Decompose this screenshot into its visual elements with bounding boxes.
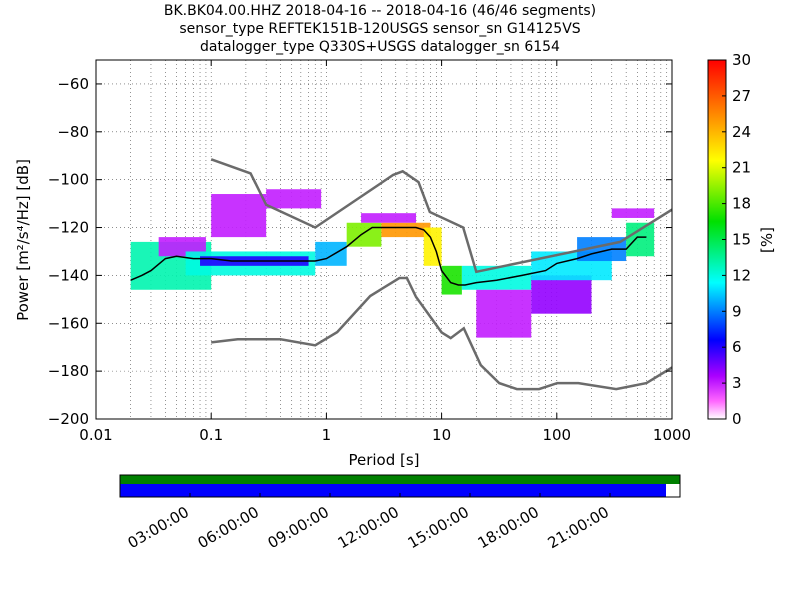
histogram-cell [611, 208, 655, 218]
y-tick-label: −100 [48, 171, 89, 189]
timeline-tick-label: 06:00:00 [195, 503, 262, 552]
colorbar-tick-label: 9 [732, 302, 742, 320]
timeline-tick-label: 03:00:00 [125, 503, 192, 552]
histogram-cell [381, 222, 431, 238]
histogram-cell [531, 275, 592, 314]
plot-frame [95, 59, 673, 420]
data-coverage-timeline: 03:00:00 06:00:00 09:00:00 12:00:00 15:00:00… [119, 474, 681, 552]
timeline-segments-row [120, 475, 680, 484]
y-tick-label: −60 [57, 75, 89, 93]
y-tick-label: −140 [48, 266, 89, 284]
timeline-data-row [120, 484, 666, 497]
colorbar-tick-label: 21 [732, 159, 751, 177]
histogram-cells [130, 189, 655, 338]
timeline-tick-label: 18:00:00 [475, 503, 542, 552]
y-axis-label: Power [m²/s⁴/Hz] [dB] [14, 159, 32, 321]
new-low-noise-model-line [211, 276, 672, 391]
chart-title: BK.BK04.00.HHZ 2018-04-16 -- 2018-04-16 … [80, 2, 680, 56]
x-tick-label: 10 [432, 426, 451, 444]
colorbar-label: [%] [758, 227, 776, 253]
mode-line [130, 226, 647, 286]
x-tick-label: 0.01 [79, 426, 112, 444]
timeline-tick-label: 12:00:00 [335, 503, 402, 552]
noise-models [210, 158, 672, 391]
colorbar-tick-label: 24 [732, 123, 751, 141]
histogram-cell [315, 241, 347, 266]
y-tick-label: −120 [48, 219, 89, 237]
title-line-3: datalogger_type Q330S+USGS datalogger_sn… [200, 39, 560, 55]
timeline-tick-label: 09:00:00 [265, 503, 332, 552]
histogram-cell [476, 289, 532, 338]
y-tick-label: −180 [48, 362, 89, 380]
x-tick-label: 1000 [653, 426, 691, 444]
colorbar-ticks: 0 3 6 9 12 15 18 21 24 27 30 [722, 51, 751, 428]
histogram-cell [346, 222, 382, 247]
x-tick-label: 1 [322, 426, 332, 444]
colorbar-tick-label: 6 [732, 338, 742, 356]
x-axis-ticks: 0.01 0.1 1 10 100 1000 [79, 60, 691, 444]
title-line-2: sensor_type REFTEK151B-120USGS sensor_sn… [179, 21, 581, 37]
histogram-cell [266, 189, 322, 209]
colorbar-tick-label: 12 [732, 266, 751, 284]
x-axis-label: Period [s] [348, 451, 419, 469]
histogram-cell [361, 213, 417, 223]
title-line-1: BK.BK04.00.HHZ 2018-04-16 -- 2018-04-16 … [163, 3, 597, 19]
histogram-cell [441, 265, 462, 295]
colorbar-tick-label: 0 [732, 410, 742, 428]
y-tick-label: −160 [48, 314, 89, 332]
histogram-cell [211, 194, 267, 238]
histogram-cell [626, 222, 655, 257]
y-tick-label: −200 [48, 410, 89, 428]
y-tick-label: −80 [57, 123, 89, 141]
mode-line-path [130, 226, 647, 286]
colorbar-tick-label: 3 [732, 374, 742, 392]
histogram-cell [461, 265, 532, 290]
colorbar-tick-label: 30 [732, 51, 751, 69]
x-tick-label: 0.1 [199, 426, 223, 444]
new-high-noise-model-line [210, 158, 672, 274]
colorbar-tick-label: 27 [732, 87, 751, 105]
timeline-tick-label: 15:00:00 [405, 503, 472, 552]
x-tick-label: 100 [542, 426, 571, 444]
colorbar-tick-label: 18 [732, 195, 751, 213]
timeline-tick-label: 21:00:00 [545, 503, 612, 552]
colorbar-tick-label: 15 [732, 231, 751, 249]
y-axis-ticks: −200 −180 −160 −140 −120 −100 −80 −60 [48, 75, 672, 428]
